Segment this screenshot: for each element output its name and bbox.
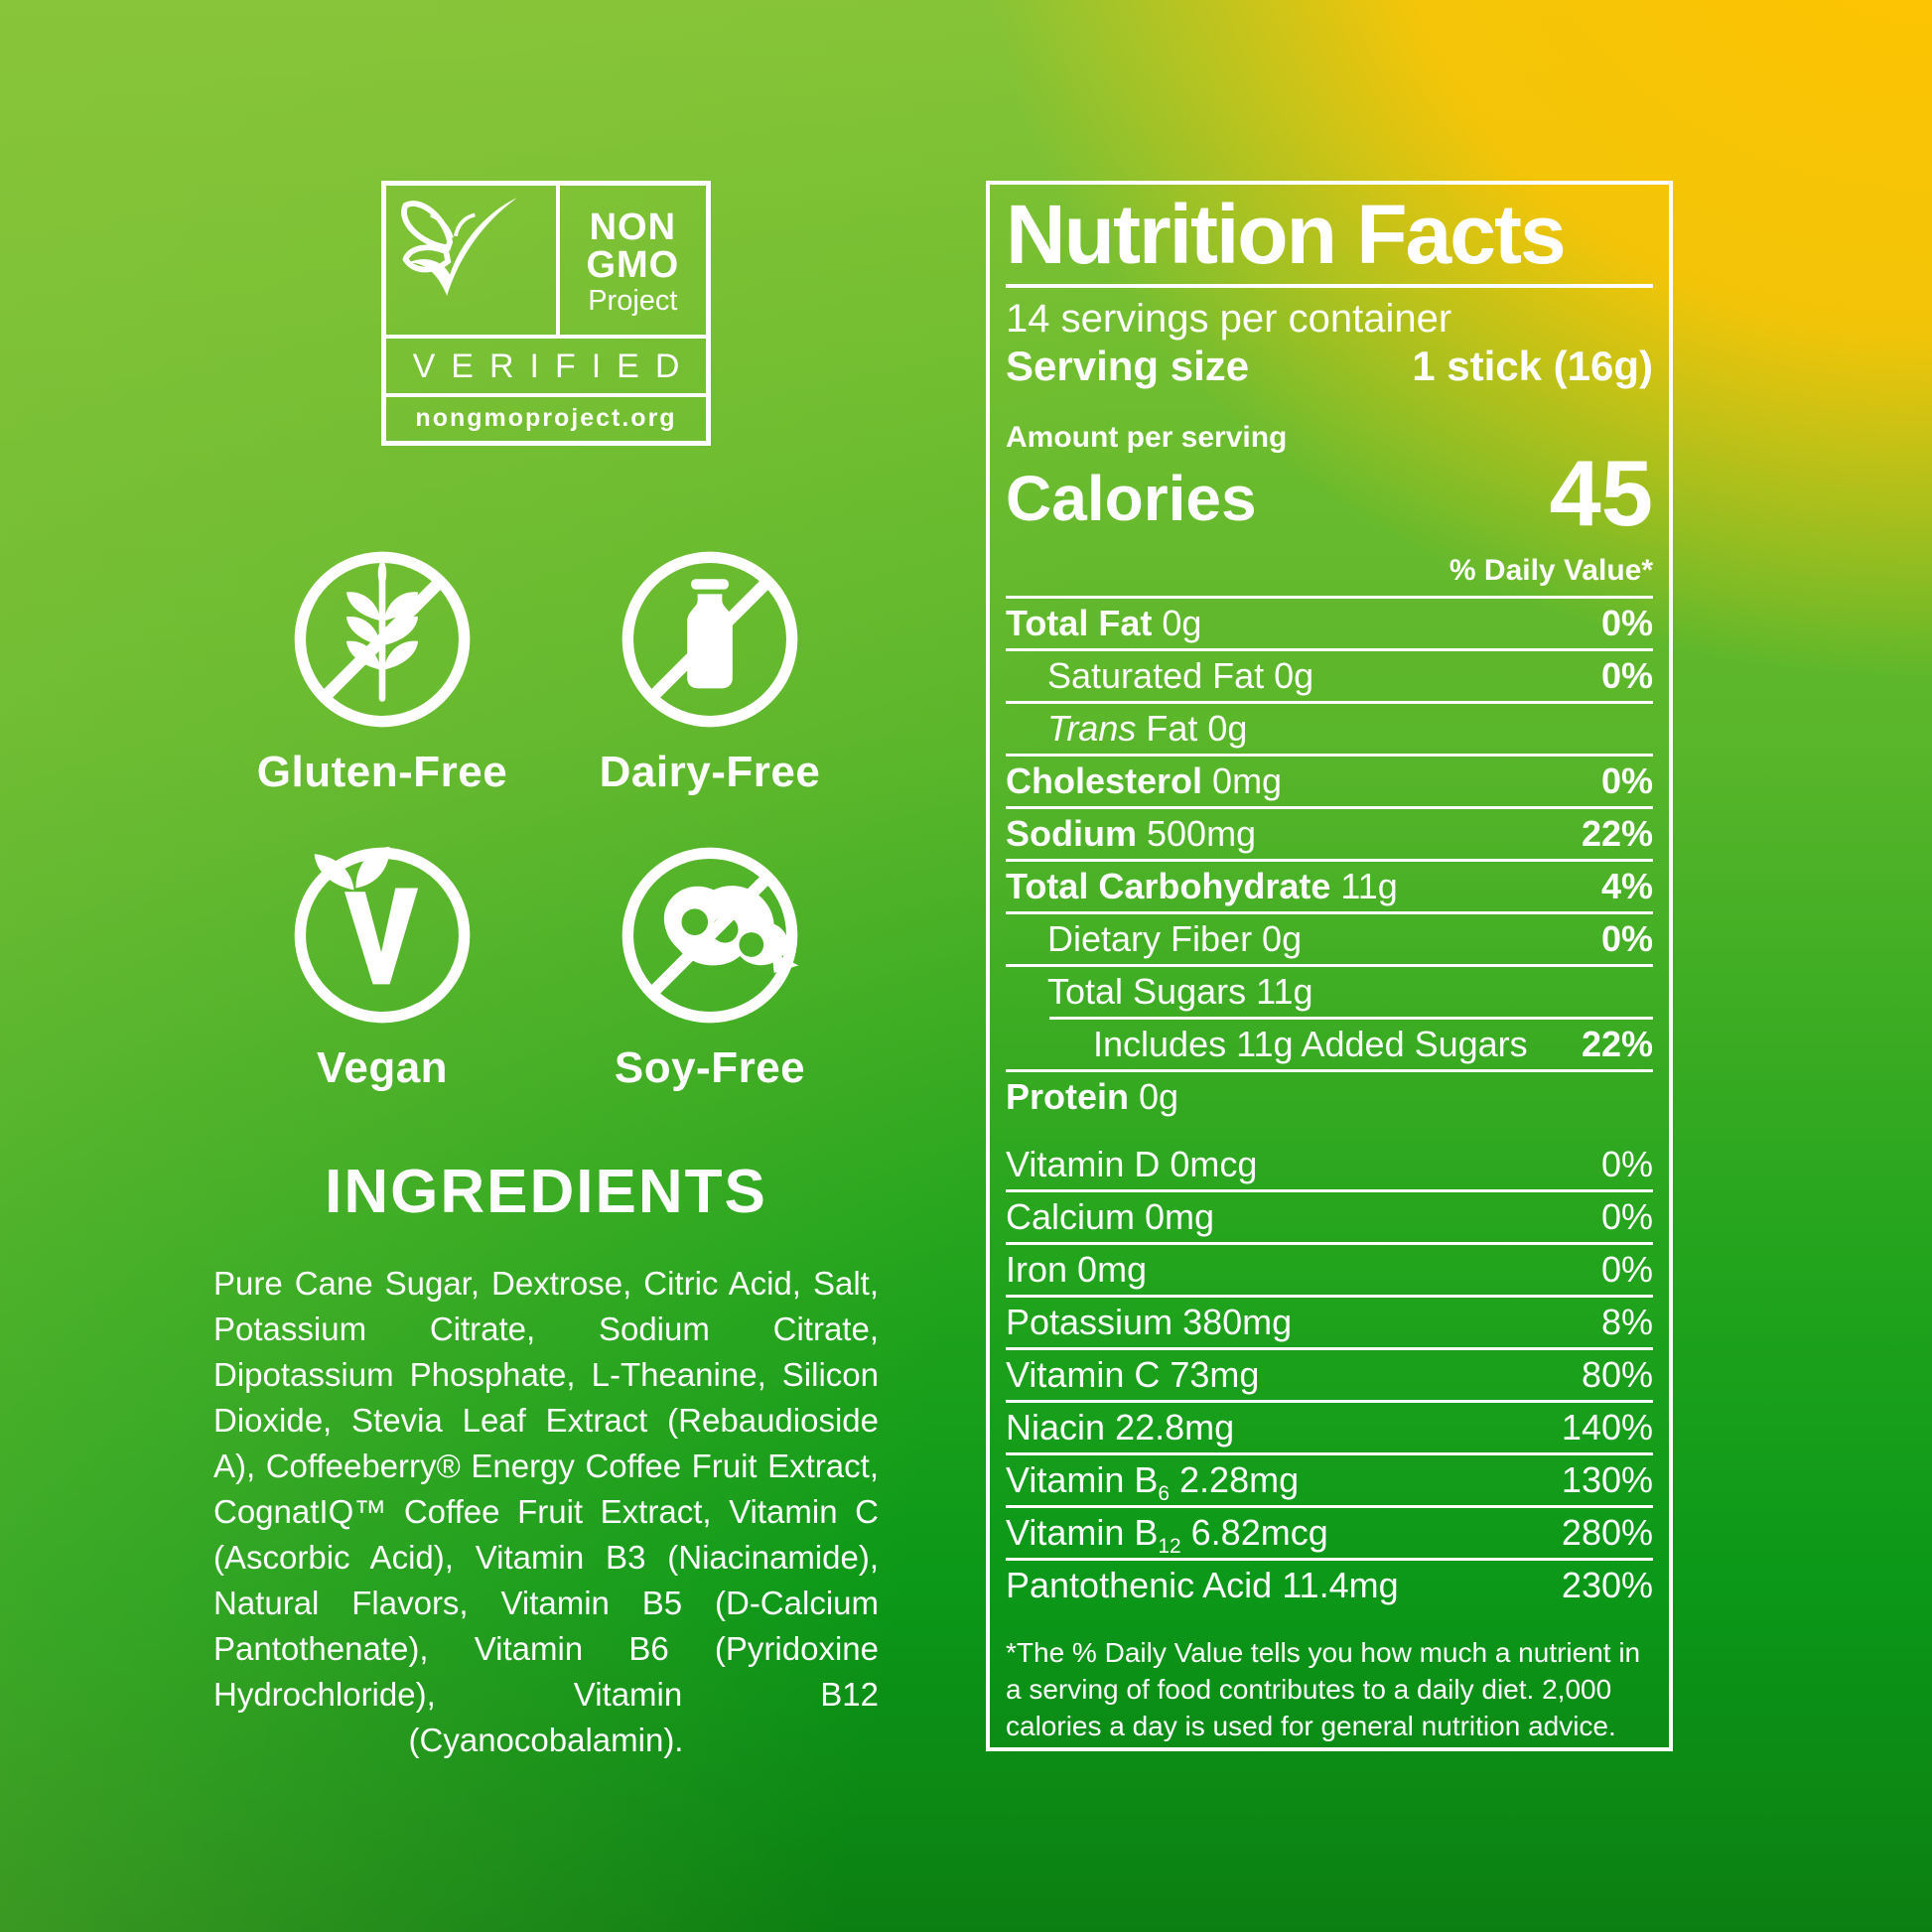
vitamin-row-calcium: Calcium 0mg 0% — [1006, 1192, 1653, 1245]
vitamin-rows: Vitamin D 0mcg 0% Calcium 0mg 0% Iron 0m… — [1006, 1140, 1653, 1610]
left-column: NON GMO Project VERIFIED nongmoproject.o… — [179, 181, 913, 1763]
non-gmo-verified-badge: NON GMO Project VERIFIED nongmoproject.o… — [381, 181, 711, 446]
nutrient-row-dietary-fiber: Dietary Fiber 0g 0% — [1006, 914, 1653, 967]
nutrient-row-total-carbohydrate: Total Carbohydrate 11g 4% — [1006, 862, 1653, 914]
serving-size-label: Serving size — [1006, 343, 1250, 389]
amount-per-serving: Amount per serving — [1006, 421, 1288, 454]
nutrient-row-sodium: Sodium 500mg 22% — [1006, 809, 1653, 862]
dairy-free-label: Dairy-Free — [599, 748, 821, 796]
non-gmo-line2: GMO — [586, 244, 680, 286]
vitamin-row-vitamin-c: Vitamin C 73mg 80% — [1006, 1350, 1653, 1403]
vitamin-row-iron: Iron 0mg 0% — [1006, 1245, 1653, 1298]
soy-free-label: Soy-Free — [614, 1043, 806, 1092]
vitamin-row-potassium: Potassium 380mg 8% — [1006, 1298, 1653, 1350]
nutrient-row-protein: Protein 0g — [1006, 1076, 1179, 1117]
butterfly-checkmark-icon — [401, 198, 517, 296]
serving-size-row: Serving size 1 stick (16g) — [1006, 342, 1653, 391]
non-gmo-url: nongmoproject.org — [415, 404, 677, 432]
ingredients-text: Pure Cane Sugar, Dextrose, Citric Acid, … — [213, 1265, 879, 1758]
nutrient-rows: Total Fat 0g 0% Saturated Fat 0g 0% Tran… — [1006, 599, 1653, 1122]
gluten-free-badge: Gluten-Free — [233, 545, 531, 797]
serving-size-value: 1 stick (16g) — [1412, 343, 1653, 389]
nutrient-row-total-sugars: Total Sugars 11g — [1047, 971, 1313, 1012]
vegan-label: Vegan — [316, 1043, 449, 1092]
soy-free-badge: Soy-Free — [561, 841, 859, 1093]
nutrient-row-cholesterol: Cholesterol 0mg 0% — [1006, 757, 1653, 809]
vitamin-row-niacin: Niacin 22.8mg 140% — [1006, 1403, 1653, 1455]
indented-hairline — [1049, 1017, 1653, 1020]
nutrient-row-total-fat: Total Fat 0g 0% — [1006, 599, 1653, 651]
non-gmo-wordmark: NON GMO Project — [555, 186, 706, 335]
vitamin-row-vitamin-b12: Vitamin B12 6.82mcg 280% — [1006, 1508, 1653, 1561]
non-gmo-line3: Project — [588, 285, 678, 317]
vegan-v-icon — [294, 846, 471, 1024]
daily-value-footnote: *The % Daily Value tells you how much a … — [1006, 1637, 1641, 1741]
vitamin-row-vitamin-b6: Vitamin B6 2.28mg 130% — [1006, 1455, 1653, 1508]
nutrient-row-trans-fat: Trans Fat 0g — [1006, 704, 1653, 757]
milk-bottle-slash-icon — [621, 551, 798, 728]
nutrition-facts-panel: Nutrition Facts 14 servings per containe… — [986, 181, 1673, 1751]
calories-label: Calories — [1006, 463, 1257, 534]
feature-badges: Gluten-Free Dairy-Free — [233, 545, 859, 1093]
wheat-slash-icon — [294, 551, 471, 728]
non-gmo-verified-text: VERIFIED — [386, 339, 706, 397]
gluten-free-label: Gluten-Free — [256, 748, 508, 796]
calories-row: Calories 45 — [1006, 441, 1653, 545]
servings-per-container: 14 servings per container — [1006, 297, 1452, 341]
ingredients-title: INGREDIENTS — [325, 1158, 767, 1226]
nutrient-row-added-sugars: Includes 11g Added Sugars 22% — [1006, 1020, 1653, 1072]
vitamin-row-vitamin-d: Vitamin D 0mcg 0% — [1006, 1140, 1653, 1192]
vegan-badge: Vegan — [233, 841, 531, 1093]
daily-value-header: % Daily Value* — [1006, 544, 1653, 599]
nutrition-facts-title: Nutrition Facts — [1006, 193, 1653, 288]
non-gmo-line1: NON — [589, 207, 677, 248]
calories-value: 45 — [1549, 441, 1653, 545]
non-gmo-badge-top: NON GMO Project — [386, 186, 706, 339]
dairy-free-badge: Dairy-Free — [561, 545, 859, 797]
nutrient-row-saturated-fat: Saturated Fat 0g 0% — [1006, 651, 1653, 704]
soybean-slash-icon — [621, 847, 799, 1024]
vitamin-row-pantothenic-acid: Pantothenic Acid 11.4mg 230% — [1006, 1565, 1653, 1605]
